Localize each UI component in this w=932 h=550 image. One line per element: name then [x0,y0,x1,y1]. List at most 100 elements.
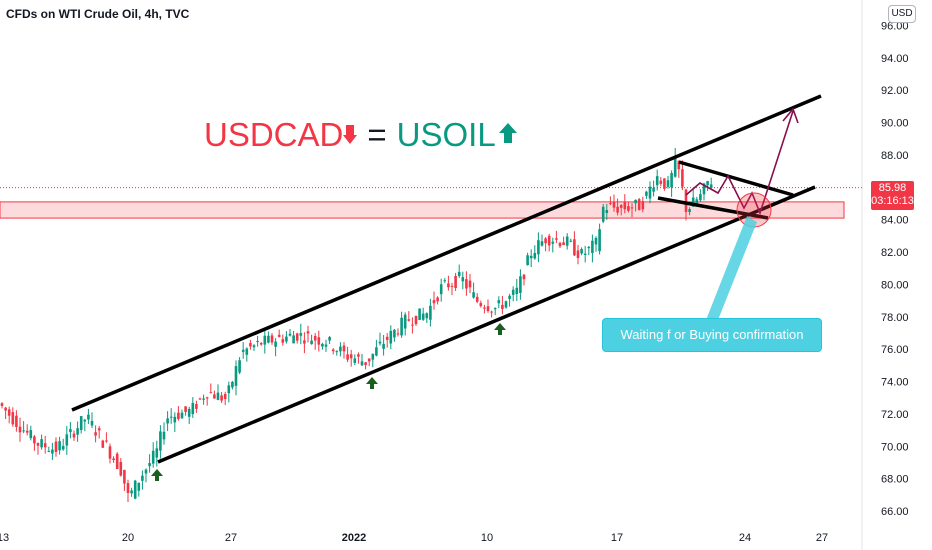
candle-body [342,345,346,352]
candle-body [18,426,22,433]
candle-body [454,275,457,289]
candle-body [101,440,105,448]
candle-body [623,202,627,210]
candle-body [11,412,15,425]
candle-body [634,199,637,204]
candle-body [612,202,616,208]
candle-body [285,336,288,342]
correlation-headline: USDCAD = USOIL [204,116,517,154]
arrow-up-icon [498,123,517,143]
y-tick-label: 90.00 [881,118,909,130]
candle-body [706,181,709,186]
symbol-title[interactable]: CFDs on WTI Crude Oil, 4h, TVC [6,7,190,21]
bounce-arrow-icon [366,377,378,389]
candle-body [169,416,173,418]
bounce-arrow-icon [151,469,163,481]
candle-body [630,207,634,209]
channel-lower-line [157,185,816,464]
candle-body [267,335,270,343]
candle-body [529,255,533,259]
y-tick-label: 70.00 [881,441,909,453]
candle-body [479,302,483,307]
candle-body [501,304,504,310]
candle-body [191,402,195,415]
candle-body [411,324,414,326]
candle-body [540,241,544,246]
candle-body [551,241,555,244]
candle-body [508,295,511,299]
candle-body [583,253,587,256]
candle-body [547,235,551,246]
candle-body [605,210,609,214]
candle-body [166,418,169,424]
y-tick-label: 78.00 [881,312,909,324]
candle-body [389,330,393,344]
x-tick-label: 27 [816,532,828,544]
y-tick-label: 94.00 [881,53,909,65]
candle-body [544,238,547,244]
candle-body [677,160,681,170]
candle-body [429,305,432,320]
candle-body [295,333,299,341]
candle-body [216,392,220,400]
candle-body [533,252,537,259]
candle-body [155,448,159,458]
candle-body [367,358,371,362]
x-tick-label: 10 [481,532,493,544]
y-tick-label: 74.00 [881,377,909,389]
bounce-arrow-icon [494,323,506,335]
y-tick-label: 88.00 [881,150,909,162]
candle-body [306,331,310,334]
candle-body [436,297,439,302]
last-price-tag: 85.98 03:16:13 [871,181,914,210]
candle-body [418,308,421,320]
y-tick-label: 68.00 [881,474,909,486]
candle-body [526,255,529,266]
y-tick-label: 80.00 [881,279,909,291]
candle-body [15,415,18,427]
candle-body [346,354,349,360]
candle-body [180,412,184,419]
candle-body [123,469,126,484]
candle-body [691,197,695,207]
candle-body [83,419,87,422]
y-tick-label: 76.00 [881,344,909,356]
candle-body [569,240,573,242]
y-tick-label: 82.00 [881,247,909,259]
candle-body [652,188,655,192]
candle-body [655,176,659,186]
y-tick-label: 84.00 [881,215,909,227]
y-tick-label: 92.00 [881,85,909,97]
candle-body [94,432,97,436]
candle-body [601,206,605,222]
candle-body [558,242,562,247]
candle-body [97,428,101,431]
x-tick-label: 24 [739,532,751,544]
candle-body [504,301,508,308]
candle-body [425,313,429,319]
candle-body [209,392,213,394]
candle-body [25,430,29,433]
usdcad-label: USDCAD [204,116,344,153]
candle-body [490,311,493,313]
candle-body [205,397,209,399]
candle-body [619,205,623,208]
candle-body [447,283,450,288]
callout-pointer [706,216,757,320]
channel-upper-line [71,94,822,412]
candle-body [375,347,378,356]
candle-body [357,354,360,357]
candle-body [360,361,364,366]
projection-arrowhead [782,107,799,124]
currency-badge[interactable]: USD [888,5,916,23]
candle-body [195,404,198,409]
candle-body [133,480,137,499]
candle-body [313,335,317,341]
candle-body [148,463,151,467]
candle-body [457,271,461,276]
candle-body [565,236,569,246]
candle-body [303,340,306,344]
candle-body [364,362,367,366]
candle-body [673,156,677,177]
